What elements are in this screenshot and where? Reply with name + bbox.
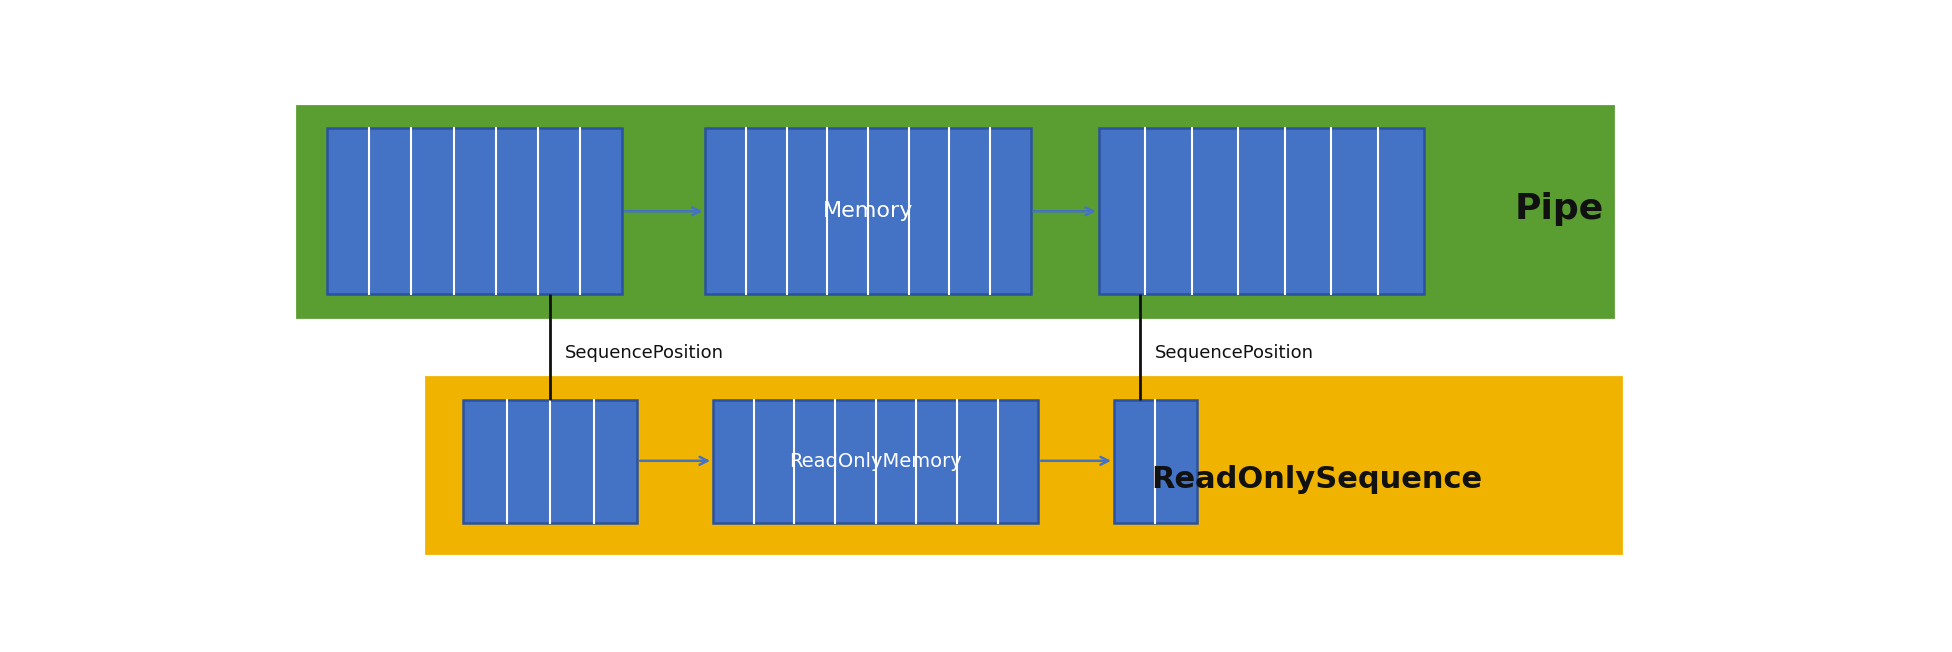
- Text: ReadOnlyMemory: ReadOnlyMemory: [789, 452, 962, 471]
- Bar: [705, 128, 1031, 294]
- Bar: [712, 400, 1038, 522]
- Text: SequencePosition: SequencePosition: [1156, 344, 1314, 362]
- Bar: [328, 128, 623, 294]
- Bar: [426, 377, 1620, 553]
- Text: SequencePosition: SequencePosition: [564, 344, 724, 362]
- Bar: [463, 400, 636, 522]
- Bar: [1099, 128, 1425, 294]
- Bar: [297, 106, 1612, 317]
- Bar: [1115, 400, 1197, 522]
- Text: ReadOnlySequence: ReadOnlySequence: [1152, 466, 1484, 494]
- Text: Memory: Memory: [824, 201, 914, 221]
- Text: Pipe: Pipe: [1515, 192, 1605, 226]
